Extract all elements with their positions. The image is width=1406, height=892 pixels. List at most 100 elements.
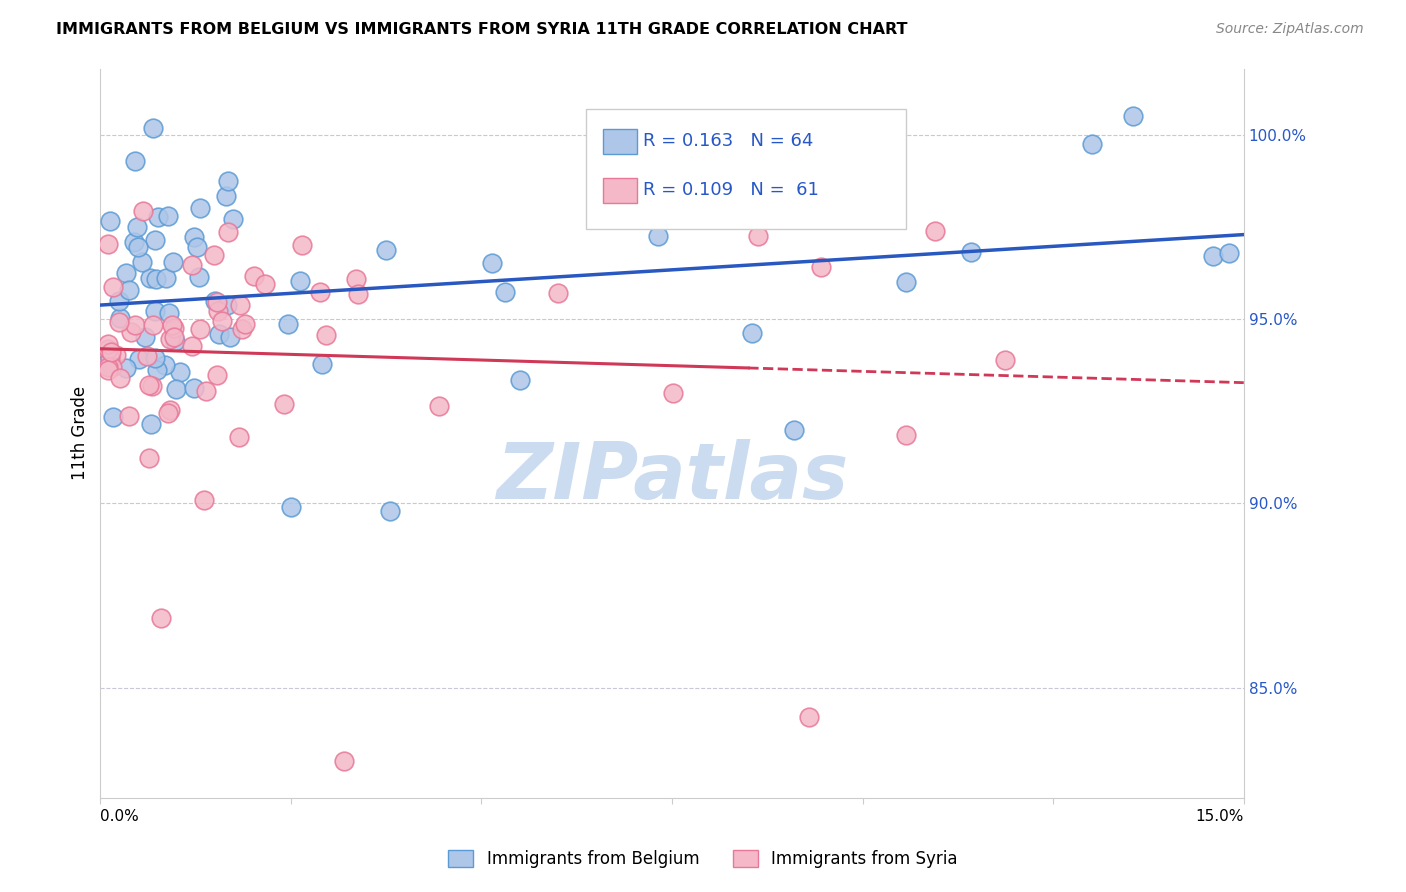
Point (280, 500, 302, 514)
Point (228, 430, 250, 444)
Point (156, 406, 179, 420)
Point (155, 271, 177, 285)
Point (142, 120, 165, 135)
Point (662, 385, 685, 400)
FancyBboxPatch shape (586, 109, 907, 229)
Point (783, 423, 806, 437)
Point (218, 330, 240, 344)
Point (378, 504, 401, 518)
Point (810, 260, 832, 275)
Point (124, 153, 146, 168)
Point (347, 287, 370, 301)
Text: ZIPatlas: ZIPatlas (496, 439, 848, 515)
Point (108, 371, 131, 385)
FancyBboxPatch shape (603, 178, 637, 202)
Point (747, 229, 769, 244)
Point (495, 285, 517, 299)
Point (195, 384, 218, 398)
Point (1218, 245, 1240, 260)
Point (333, 754, 356, 768)
Point (98, 214, 121, 228)
Point (181, 339, 204, 353)
Point (150, 610, 173, 624)
Point (118, 283, 141, 297)
Point (799, 710, 821, 724)
Point (233, 318, 256, 332)
Point (207, 304, 229, 318)
Point (217, 225, 239, 239)
Point (97, 337, 120, 351)
Point (162, 321, 184, 335)
Point (97, 363, 120, 377)
Text: Source: ZipAtlas.com: Source: ZipAtlas.com (1216, 22, 1364, 37)
Point (128, 352, 150, 367)
Point (97, 236, 120, 251)
Point (217, 174, 239, 188)
Point (160, 318, 183, 333)
Point (273, 397, 295, 411)
Point (741, 326, 763, 340)
Point (145, 351, 167, 366)
Point (205, 295, 228, 310)
Point (202, 248, 225, 262)
Point (205, 368, 228, 382)
Point (120, 325, 142, 339)
Point (315, 327, 337, 342)
Text: 0.0%: 0.0% (100, 809, 139, 824)
Point (134, 330, 156, 344)
Text: R = 0.163   N = 64: R = 0.163 N = 64 (644, 133, 814, 151)
Text: R = 0.109   N =  61: R = 0.109 N = 61 (644, 181, 820, 199)
Point (481, 256, 503, 270)
Point (101, 280, 124, 294)
Point (97, 343, 120, 357)
Point (104, 348, 127, 362)
Point (97, 360, 120, 375)
Point (159, 402, 181, 417)
Point (143, 233, 166, 247)
Point (242, 269, 264, 284)
Point (131, 255, 153, 269)
Legend: Immigrants from Belgium, Immigrants from Syria: Immigrants from Belgium, Immigrants from… (441, 843, 965, 875)
Point (311, 357, 333, 371)
Point (110, 311, 132, 326)
Point (231, 322, 253, 336)
Point (127, 219, 149, 234)
Point (1122, 110, 1144, 124)
Point (108, 315, 131, 329)
Point (141, 379, 163, 393)
Point (188, 202, 211, 216)
Point (138, 377, 160, 392)
Point (222, 212, 245, 227)
Point (375, 243, 398, 257)
Point (1202, 249, 1225, 263)
Point (309, 285, 332, 300)
Point (188, 321, 211, 335)
Point (162, 255, 184, 269)
Point (98, 351, 121, 366)
Point (157, 306, 180, 320)
Point (101, 410, 124, 425)
Point (118, 409, 141, 423)
Point (188, 269, 211, 284)
Point (155, 358, 177, 372)
Point (344, 272, 367, 286)
Point (122, 235, 145, 249)
Y-axis label: 11th Grade: 11th Grade (72, 386, 89, 481)
Point (115, 361, 138, 376)
Point (509, 373, 531, 387)
Point (1081, 137, 1104, 152)
Text: IMMIGRANTS FROM BELGIUM VS IMMIGRANTS FROM SYRIA 11TH GRADE CORRELATION CHART: IMMIGRANTS FROM BELGIUM VS IMMIGRANTS FR… (56, 22, 908, 37)
Point (159, 332, 181, 346)
FancyBboxPatch shape (603, 129, 637, 154)
Point (138, 271, 160, 285)
Point (896, 275, 918, 289)
Point (135, 349, 157, 363)
Point (142, 318, 165, 332)
Point (108, 293, 131, 308)
Text: 15.0%: 15.0% (1195, 809, 1244, 824)
Point (217, 298, 239, 312)
Point (229, 298, 252, 312)
Point (288, 274, 311, 288)
Point (277, 317, 299, 331)
Point (145, 362, 167, 376)
